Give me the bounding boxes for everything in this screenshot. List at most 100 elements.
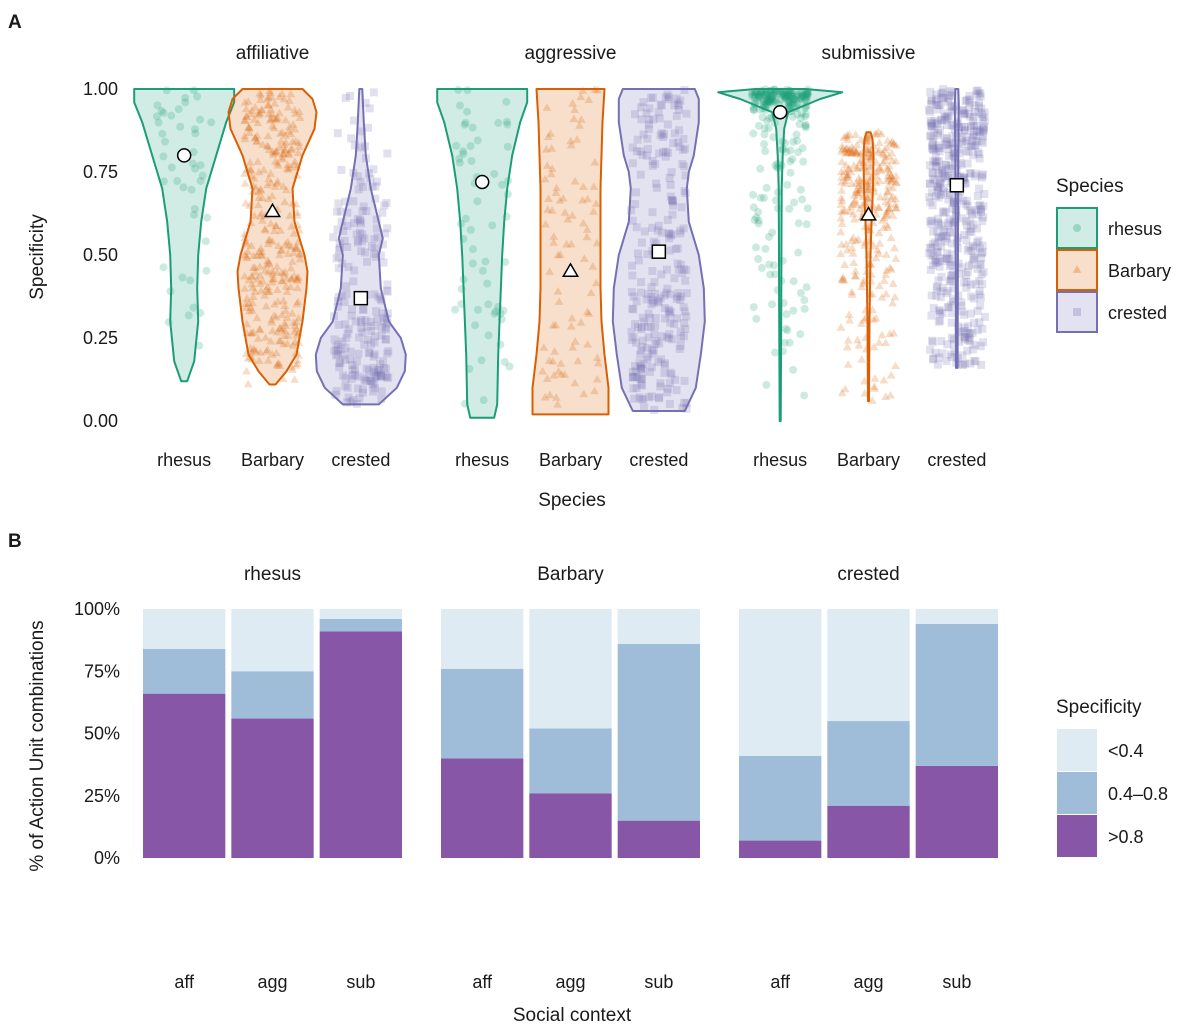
jitter-point — [979, 268, 988, 277]
jitter-point — [271, 147, 281, 156]
jitter-point — [941, 207, 950, 216]
jitter-point — [960, 173, 969, 182]
jitter-point — [638, 381, 647, 390]
jitter-point — [161, 137, 170, 146]
jitter-point — [933, 105, 942, 114]
stacked-bar-segment — [143, 609, 226, 649]
jitter-point — [466, 225, 475, 234]
jitter-point — [634, 256, 643, 265]
jitter-point — [283, 160, 293, 169]
jitter-point — [263, 282, 273, 291]
jitter-point — [949, 148, 958, 157]
jitter-point — [680, 162, 689, 171]
jitter-point — [253, 118, 263, 127]
jitter-point — [669, 201, 678, 210]
jitter-point — [952, 166, 961, 175]
jitter-point — [789, 365, 798, 374]
jitter-point — [840, 167, 849, 176]
jitter-point — [292, 244, 302, 252]
jitter-point — [963, 202, 972, 211]
jitter-point — [354, 372, 363, 381]
jitter-point — [936, 316, 945, 325]
jitter-point — [847, 290, 857, 298]
jitter-point — [885, 168, 894, 176]
jitter-point — [247, 306, 257, 314]
jitter-point — [468, 245, 477, 254]
jitter-point — [259, 165, 269, 174]
jitter-point — [754, 121, 763, 130]
mean-marker — [561, 262, 580, 278]
jitter-point — [928, 261, 937, 270]
jitter-point — [256, 250, 266, 259]
jitter-point — [673, 292, 682, 301]
jitter-point — [784, 97, 793, 106]
jitter-point — [843, 171, 852, 179]
jitter-point — [347, 311, 356, 320]
jitter-point — [885, 161, 894, 170]
jitter-point — [358, 237, 367, 246]
violin-group-Barbary: Barbary — [531, 85, 610, 470]
jitter-point — [337, 217, 346, 226]
jitter-point — [271, 114, 281, 122]
jitter-point — [179, 183, 188, 192]
jitter-point — [281, 138, 291, 146]
jitter-point — [781, 90, 790, 99]
jitter-point — [350, 266, 359, 275]
jitter-point — [343, 243, 352, 252]
stacked-bar-segment — [915, 609, 998, 624]
jitter-point — [560, 370, 570, 378]
jitter-point — [872, 171, 881, 180]
jitter-point — [591, 199, 601, 207]
jitter-point — [290, 327, 299, 335]
jitter-point — [764, 91, 773, 100]
jitter-point — [928, 175, 937, 184]
jitter-point — [644, 352, 653, 361]
jitter-point — [887, 177, 896, 185]
jitter-point — [975, 244, 984, 253]
jitter-point — [977, 104, 986, 113]
jitter-point — [972, 224, 981, 233]
jitter-point — [875, 138, 884, 147]
jitter-point — [870, 130, 880, 138]
jitter-point — [154, 118, 163, 127]
jitter-point — [654, 108, 663, 117]
jitter-point — [980, 312, 989, 321]
jitter-point — [274, 336, 284, 345]
jitter-point — [762, 183, 771, 192]
jitter-point — [294, 313, 304, 322]
jitter-point — [284, 150, 294, 158]
jitter-point — [286, 129, 295, 138]
jitter-point — [354, 185, 363, 194]
species-legend-swatch — [1056, 291, 1098, 333]
jitter-point — [355, 333, 364, 342]
jitter-point — [273, 285, 282, 293]
jitter-point — [629, 333, 638, 342]
jitter-point — [767, 96, 776, 105]
jitter-point — [644, 333, 653, 342]
jitter-point — [963, 268, 972, 277]
jitter-point — [361, 316, 370, 325]
jitter-point — [933, 242, 942, 251]
jitter-point — [838, 275, 847, 283]
jitter-point — [860, 389, 870, 397]
jitter-point — [754, 219, 763, 228]
jitter-point — [949, 197, 958, 206]
jitter-point — [928, 336, 937, 345]
jitter-point — [281, 115, 290, 124]
jitter-point — [764, 232, 773, 241]
mean-marker — [176, 148, 192, 163]
jitter-point — [966, 206, 975, 215]
jitter-point — [962, 235, 971, 244]
jitter-point — [343, 221, 352, 230]
jitter-point — [880, 145, 890, 154]
jitter-point — [498, 180, 507, 189]
jitter-point — [855, 158, 865, 166]
jitter-point — [849, 209, 858, 218]
jitter-point — [878, 148, 887, 157]
jitter-point — [290, 157, 300, 165]
panel-a-x-tick-label: rhesus — [157, 450, 211, 470]
jitter-point — [752, 88, 761, 97]
jitter-point — [674, 105, 683, 114]
